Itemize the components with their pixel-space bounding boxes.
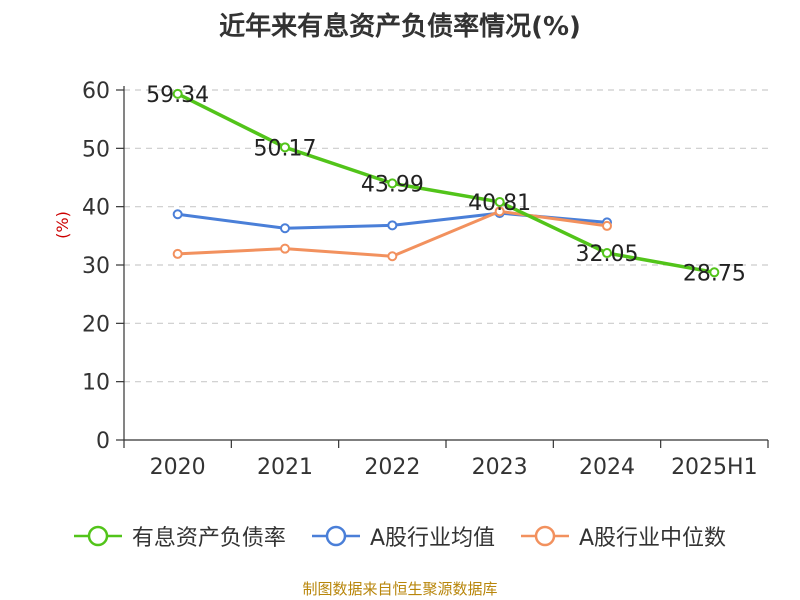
y-tick-label: 0 bbox=[96, 429, 110, 454]
legend-item[interactable]: A股行业均值 bbox=[311, 520, 495, 552]
legend-marker-icon bbox=[521, 525, 569, 547]
x-tick-label: 2022 bbox=[364, 455, 420, 480]
data-point[interactable] bbox=[280, 243, 290, 254]
legend-item[interactable]: A股行业中位数 bbox=[521, 520, 726, 552]
legend-item[interactable]: 有息资产负债率 bbox=[73, 520, 286, 552]
data-label: 40.81 bbox=[468, 191, 531, 216]
data-point[interactable] bbox=[280, 223, 290, 234]
x-tick-label: 2020 bbox=[150, 455, 206, 480]
y-tick-label: 10 bbox=[82, 371, 110, 396]
series-lines bbox=[172, 88, 720, 278]
data-point[interactable] bbox=[602, 248, 612, 259]
data-point[interactable] bbox=[172, 88, 183, 99]
data-label: 50.17 bbox=[254, 136, 317, 161]
data-labels: 59.34 50.17 43.99 40.81 32.05 28.75 bbox=[146, 83, 746, 286]
data-label: 43.99 bbox=[361, 172, 424, 197]
data-point[interactable] bbox=[387, 178, 398, 189]
legend-label: A股行业中位数 bbox=[579, 526, 727, 551]
data-point[interactable] bbox=[602, 220, 612, 231]
y-axis-label: (%) bbox=[53, 211, 72, 239]
data-point[interactable] bbox=[172, 209, 183, 220]
y-tick-label: 20 bbox=[82, 312, 110, 337]
y-tick-label: 60 bbox=[82, 79, 110, 104]
data-point[interactable] bbox=[387, 251, 398, 262]
series-line[interactable] bbox=[176, 92, 715, 275]
chart-title: 近年来有息资产负债率情况(%) bbox=[219, 12, 581, 42]
legend-label: A股行业均值 bbox=[369, 526, 495, 551]
data-point[interactable] bbox=[709, 267, 720, 278]
x-tick-label: 2021 bbox=[257, 455, 313, 480]
grid-lines bbox=[124, 89, 768, 383]
series-line[interactable] bbox=[177, 209, 608, 258]
x-tick-label: 2024 bbox=[579, 455, 635, 480]
y-tick-label: 40 bbox=[82, 196, 110, 221]
legend-label: 有息资产负债率 bbox=[131, 526, 286, 551]
axes: 0 10 20 30 40 50 60 (%) 2020 2021 2022 2023 2024 2025… bbox=[53, 79, 769, 480]
data-point[interactable] bbox=[172, 248, 183, 259]
data-label: 28.75 bbox=[683, 261, 746, 286]
data-label: 32.05 bbox=[576, 242, 639, 267]
x-tick-label: 2025H1 bbox=[671, 455, 758, 480]
data-point[interactable] bbox=[280, 142, 290, 153]
legend-marker-icon bbox=[311, 525, 360, 547]
data-label: 59.34 bbox=[146, 83, 209, 108]
y-tick-label: 30 bbox=[82, 254, 110, 279]
source-note: 制图数据来自恒生聚源数据库 bbox=[302, 580, 498, 598]
data-point[interactable] bbox=[387, 220, 398, 231]
x-tick-label: 2023 bbox=[472, 455, 528, 480]
data-point[interactable] bbox=[494, 206, 505, 217]
y-tick-label: 50 bbox=[82, 137, 110, 162]
data-point[interactable] bbox=[494, 196, 505, 207]
legend-marker-icon bbox=[73, 525, 122, 547]
legend: 有息资产负债率 A股行业均值 A股行业中位数 bbox=[0, 520, 800, 552]
